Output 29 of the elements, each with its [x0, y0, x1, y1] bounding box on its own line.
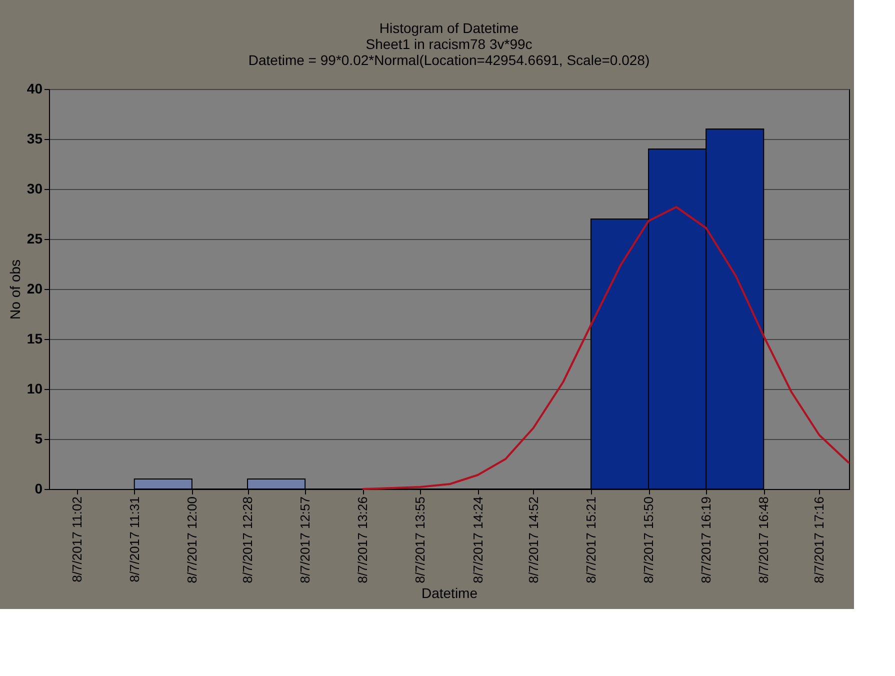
x-tick-label: 8/7/2017 14:24: [470, 496, 486, 584]
y-tick-label: 20: [26, 280, 43, 296]
x-tick-label: 8/7/2017 13:55: [412, 496, 428, 584]
x-tick-label: 8/7/2017 14:52: [526, 496, 541, 584]
y-tick-label: 15: [26, 330, 43, 346]
x-tick-label: 8/7/2017 15:50: [641, 496, 656, 584]
y-tick-label: 40: [26, 80, 43, 96]
x-tick-label: 8/7/2017 11:31: [126, 496, 142, 582]
y-tick-label: 25: [26, 230, 43, 246]
y-tick-label: 5: [34, 430, 43, 446]
x-tick-label: 8/7/2017 12:57: [298, 496, 313, 584]
x-tick-label: 8/7/2017 15:21: [583, 496, 598, 584]
x-tick-label: 8/7/2017 12:00: [184, 496, 200, 584]
chart-title: Histogram of Datetime: [379, 20, 519, 36]
x-tick-label: 8/7/2017 13:26: [355, 496, 370, 584]
x-axis-title: Datetime: [421, 585, 478, 602]
x-tick-label: 8/7/2017 16:19: [698, 496, 714, 584]
y-axis-title: No of obs: [6, 260, 23, 320]
line-series: [362, 206, 850, 490]
x-tick-label: 8/7/2017 17:16: [812, 496, 827, 584]
x-tick-label: 8/7/2017 11:02: [69, 496, 84, 582]
x-tick-label: 8/7/2017 12:28: [240, 496, 256, 584]
text: Datetime = 99*0.02*Normal(Location=42954.6691, Scale=0.028): [248, 52, 650, 68]
y-tick-label: 30: [26, 180, 43, 196]
y-tick-label: 0: [34, 480, 43, 496]
y-tick-label: 10: [26, 380, 43, 396]
y-tick-label: 35: [26, 130, 43, 146]
chart-subtitle: Sheet1 in racism78 3v*99c: [366, 36, 532, 52]
x-tick-label: 8/7/2017 16:48: [756, 496, 772, 584]
